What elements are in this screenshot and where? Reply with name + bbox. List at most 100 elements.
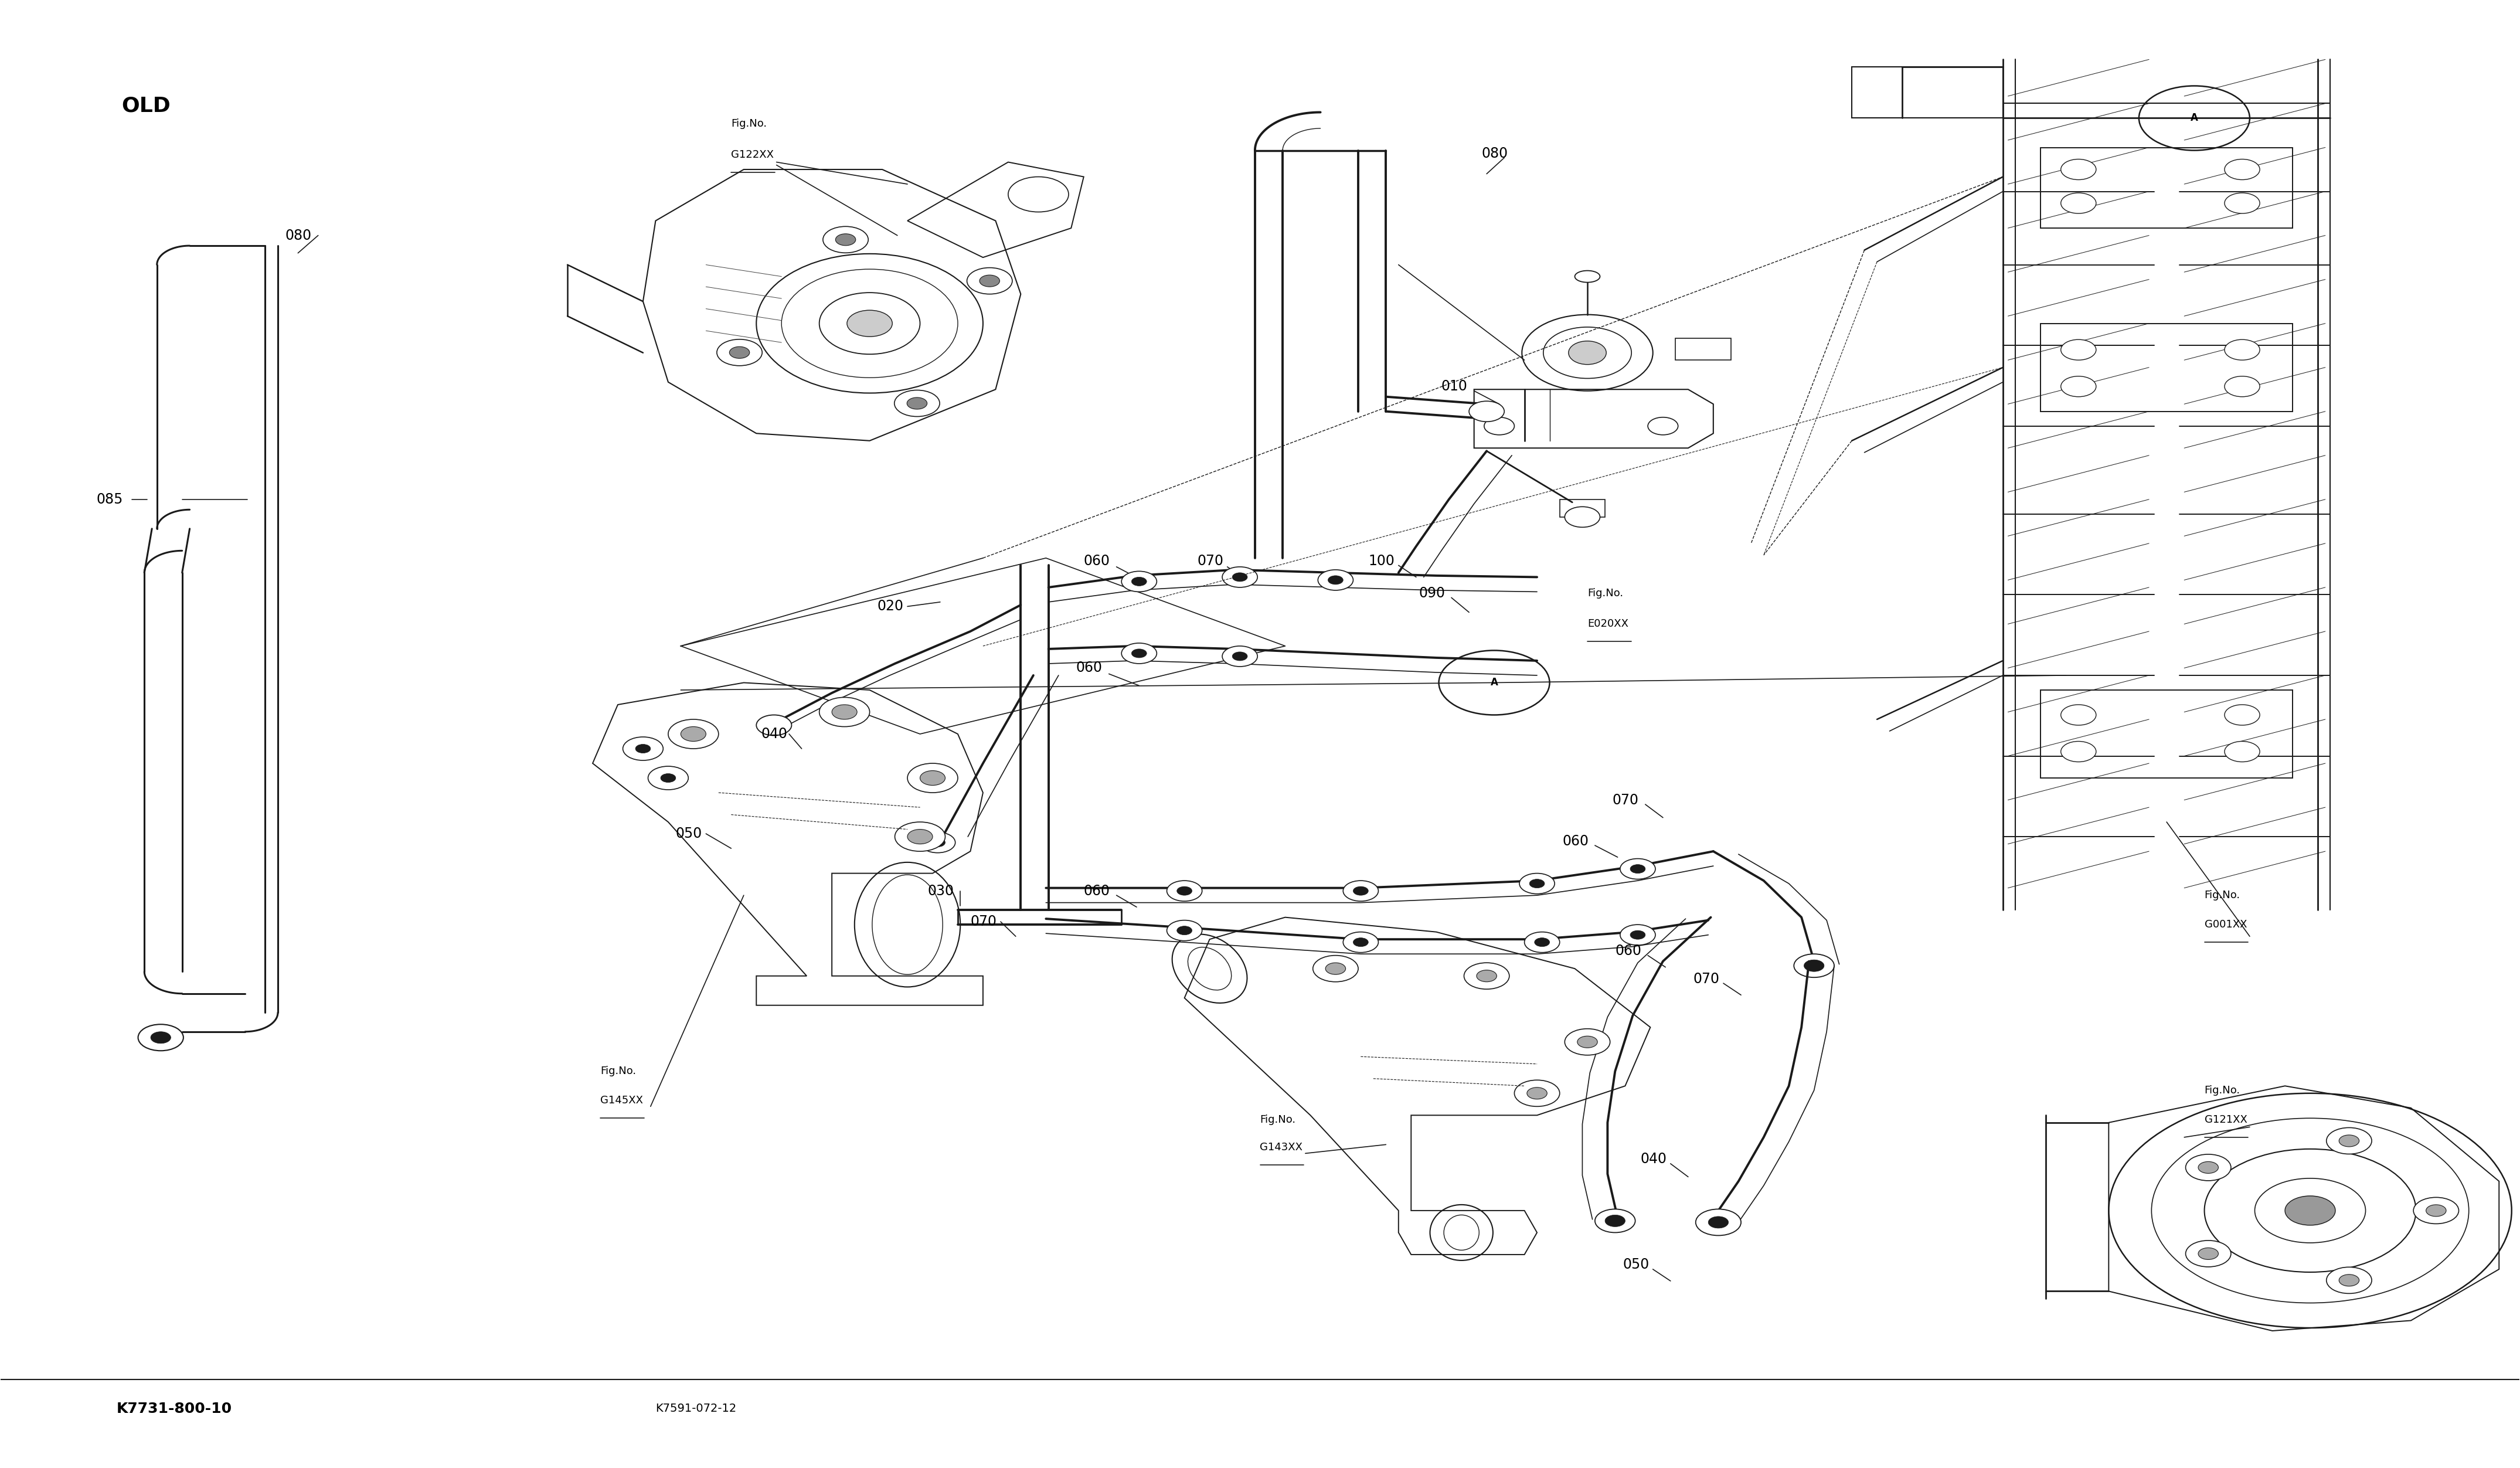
Circle shape xyxy=(1343,881,1378,901)
Circle shape xyxy=(1620,925,1656,945)
Circle shape xyxy=(1121,571,1157,592)
Circle shape xyxy=(895,822,945,851)
Text: G001XX: G001XX xyxy=(2205,919,2248,929)
Text: 060: 060 xyxy=(1615,944,1641,959)
Circle shape xyxy=(1008,176,1068,211)
Circle shape xyxy=(907,763,958,793)
Bar xyxy=(2041,690,2293,778)
Circle shape xyxy=(716,339,761,366)
Circle shape xyxy=(1167,920,1202,941)
Text: 085: 085 xyxy=(96,492,123,506)
Circle shape xyxy=(1464,963,1509,989)
Text: 040: 040 xyxy=(761,727,789,741)
Circle shape xyxy=(2197,1161,2218,1173)
Text: 060: 060 xyxy=(1084,553,1111,568)
Circle shape xyxy=(1696,1210,1741,1236)
Circle shape xyxy=(1578,1036,1598,1048)
Text: Fig.No.: Fig.No. xyxy=(2205,890,2240,900)
Circle shape xyxy=(1232,573,1247,581)
Circle shape xyxy=(660,774,675,782)
Text: 020: 020 xyxy=(877,599,905,614)
Circle shape xyxy=(2225,741,2260,762)
Text: 050: 050 xyxy=(675,826,703,841)
Text: G121XX: G121XX xyxy=(2205,1114,2248,1124)
Circle shape xyxy=(1630,865,1646,873)
Circle shape xyxy=(1167,881,1202,901)
Text: E020XX: E020XX xyxy=(1588,618,1628,630)
Circle shape xyxy=(1131,649,1147,658)
Text: 030: 030 xyxy=(927,884,955,898)
Circle shape xyxy=(1121,643,1157,664)
Circle shape xyxy=(1804,960,1824,972)
Text: 070: 070 xyxy=(1613,793,1638,807)
Circle shape xyxy=(1530,879,1545,888)
Circle shape xyxy=(1535,938,1550,947)
Circle shape xyxy=(907,829,932,844)
Text: 060: 060 xyxy=(1076,661,1104,675)
Text: 080: 080 xyxy=(285,229,312,242)
Text: Fig.No.: Fig.No. xyxy=(600,1066,635,1076)
Circle shape xyxy=(1527,1088,1547,1100)
Circle shape xyxy=(635,744,650,753)
Ellipse shape xyxy=(1567,341,1605,364)
Circle shape xyxy=(2326,1267,2371,1293)
Text: Fig.No.: Fig.No. xyxy=(1588,589,1623,599)
Circle shape xyxy=(2061,705,2097,725)
Circle shape xyxy=(1794,954,1835,978)
Circle shape xyxy=(2326,1127,2371,1154)
Circle shape xyxy=(968,267,1013,294)
Text: A: A xyxy=(2190,113,2197,123)
Circle shape xyxy=(1353,938,1368,947)
Text: 010: 010 xyxy=(1441,379,1467,393)
Circle shape xyxy=(1565,506,1600,527)
Circle shape xyxy=(1131,577,1147,586)
Circle shape xyxy=(680,727,706,741)
Circle shape xyxy=(2427,1205,2447,1217)
Text: A: A xyxy=(1489,677,1497,688)
Circle shape xyxy=(1484,417,1515,435)
Circle shape xyxy=(1595,1210,1635,1233)
Circle shape xyxy=(728,346,748,358)
Circle shape xyxy=(756,715,791,735)
Circle shape xyxy=(1328,575,1343,584)
Circle shape xyxy=(2061,376,2097,396)
Circle shape xyxy=(930,838,945,847)
Circle shape xyxy=(2185,1154,2230,1180)
Circle shape xyxy=(1630,931,1646,940)
Text: 100: 100 xyxy=(1368,553,1394,568)
Circle shape xyxy=(1520,873,1555,894)
Circle shape xyxy=(1222,567,1257,587)
Circle shape xyxy=(1515,1080,1560,1107)
Text: G145XX: G145XX xyxy=(600,1095,643,1105)
Text: G122XX: G122XX xyxy=(731,150,774,160)
Circle shape xyxy=(1469,401,1504,421)
Circle shape xyxy=(2197,1248,2218,1260)
Circle shape xyxy=(2286,1196,2336,1226)
Circle shape xyxy=(622,737,663,760)
Circle shape xyxy=(1177,926,1192,935)
Circle shape xyxy=(832,705,857,719)
Circle shape xyxy=(895,390,940,417)
Circle shape xyxy=(151,1032,171,1044)
Text: 050: 050 xyxy=(1623,1258,1648,1271)
Ellipse shape xyxy=(847,310,892,336)
Text: 080: 080 xyxy=(1482,147,1507,160)
Circle shape xyxy=(2339,1274,2359,1286)
Circle shape xyxy=(2225,376,2260,396)
Circle shape xyxy=(2061,159,2097,179)
Circle shape xyxy=(2339,1135,2359,1147)
Circle shape xyxy=(2061,192,2097,213)
Circle shape xyxy=(2225,705,2260,725)
Circle shape xyxy=(2061,339,2097,360)
Text: G143XX: G143XX xyxy=(1260,1142,1303,1152)
Circle shape xyxy=(1318,570,1353,590)
Circle shape xyxy=(2185,1240,2230,1267)
Circle shape xyxy=(2061,741,2097,762)
Circle shape xyxy=(648,766,688,790)
Circle shape xyxy=(1177,887,1192,895)
Circle shape xyxy=(2225,192,2260,213)
Circle shape xyxy=(920,832,955,853)
Text: Fig.No.: Fig.No. xyxy=(1260,1114,1295,1124)
Circle shape xyxy=(980,275,1000,286)
Text: 070: 070 xyxy=(970,915,998,929)
